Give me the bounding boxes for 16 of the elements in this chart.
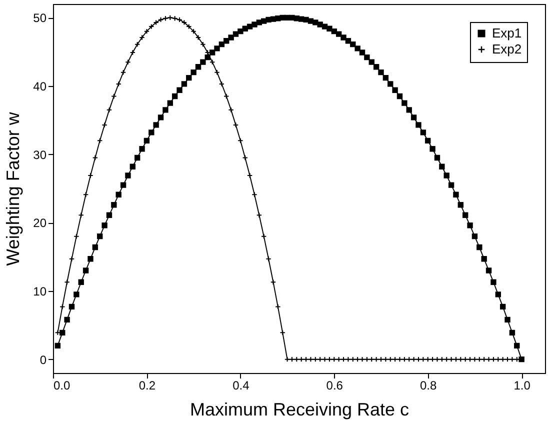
y-tick-label: 30 [33, 148, 47, 162]
legend-label: Exp1 [492, 26, 522, 40]
x-axis-title: Maximum Receiving Rate c [190, 400, 410, 420]
x-tick-label: 1.0 [514, 378, 531, 392]
y-tick-label: 20 [33, 216, 47, 230]
y-tick-label: 50 [33, 11, 47, 26]
x-tick-label: 0.2 [138, 378, 156, 392]
x-tick-label: 0.4 [232, 378, 250, 392]
y-tick-label: 40 [33, 80, 47, 94]
x-tick-label: 0.0 [54, 378, 71, 392]
y-tick-label: 10 [33, 284, 47, 298]
y-axis-title: Weighting Factor w [3, 111, 24, 266]
legend-label: Exp2 [492, 42, 522, 56]
x-tick-label: 0.6 [326, 378, 344, 392]
y-tick-label: 0 [40, 352, 47, 367]
x-tick-label: 0.8 [420, 378, 438, 392]
